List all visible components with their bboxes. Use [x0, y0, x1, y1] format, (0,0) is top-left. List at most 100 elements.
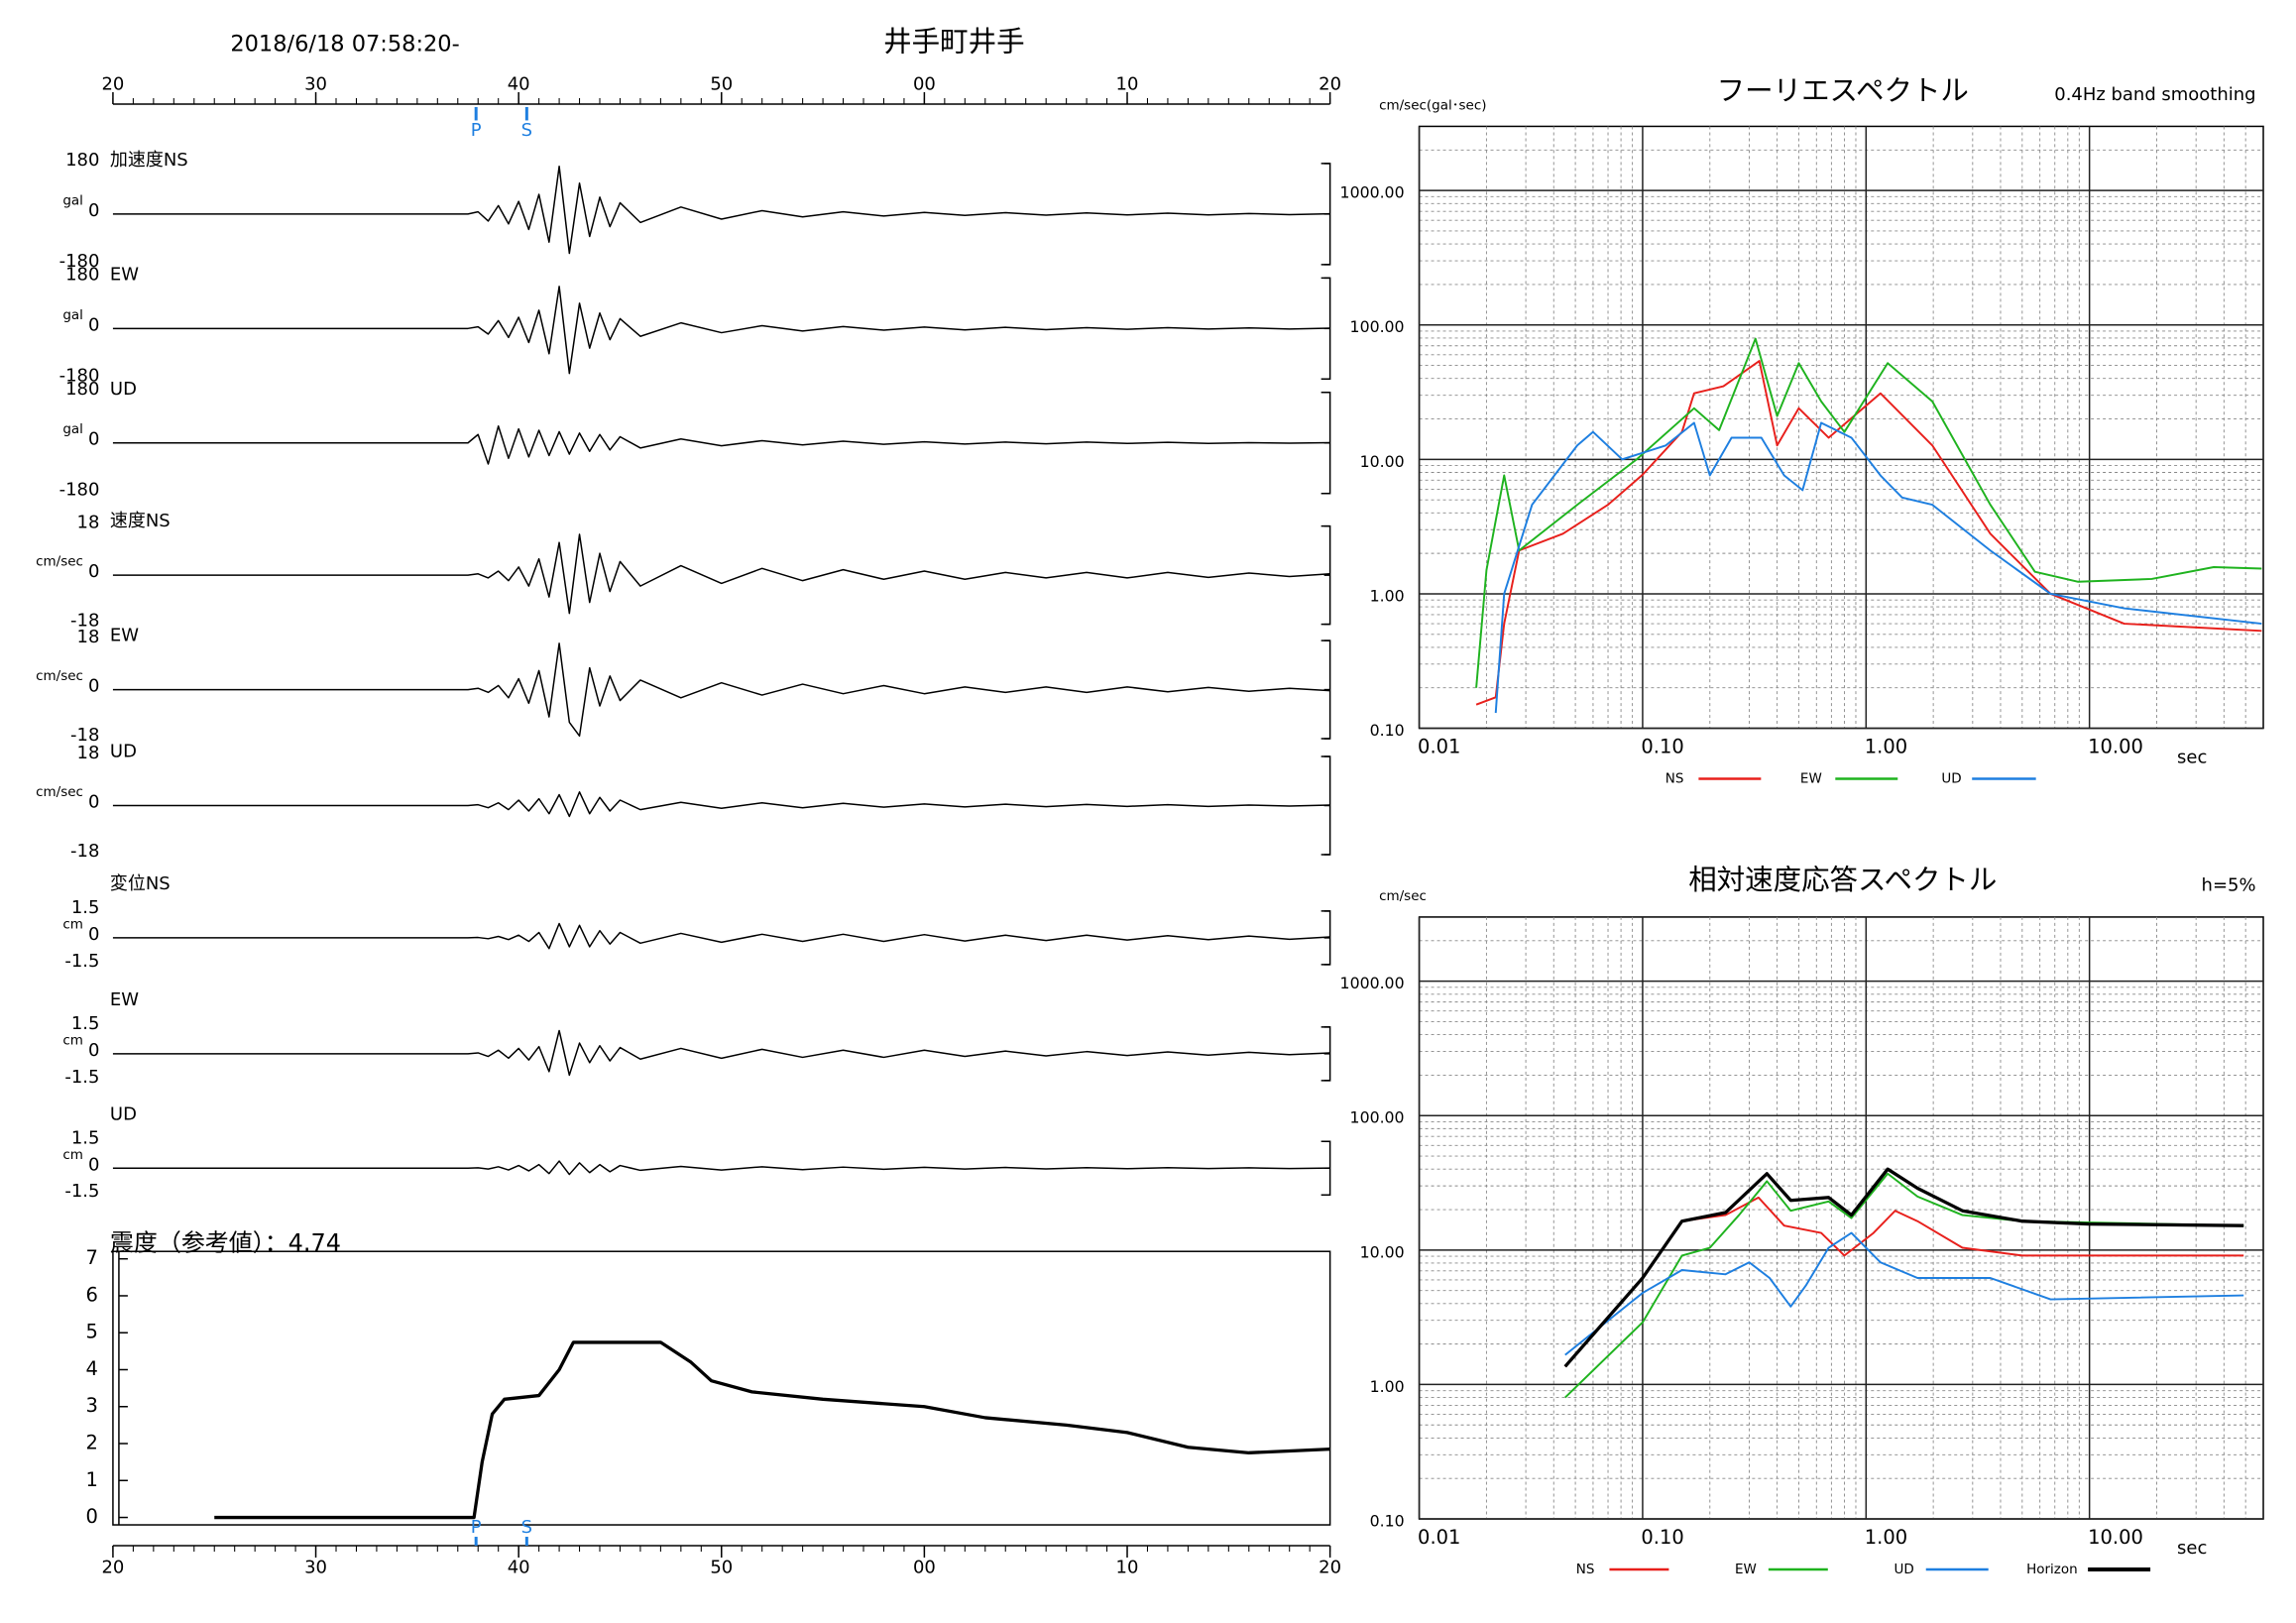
spectrum-line	[1494, 421, 2262, 714]
unit-label: gal	[62, 421, 83, 437]
y-tick-label: 0	[88, 1154, 99, 1175]
y-tick-label: 0.10	[1370, 721, 1405, 740]
y-tick-label: 0.10	[1370, 1512, 1405, 1531]
y-tick-label: 100.00	[1350, 317, 1405, 336]
x-tick-label: 0.01	[1418, 736, 1460, 758]
plot-frame	[112, 1250, 1331, 1526]
legend-label: UD	[1894, 1562, 1913, 1577]
x-tick-label: 30	[304, 1558, 327, 1578]
x-tick-label: 50	[710, 73, 733, 94]
y-tick-label: 1000.00	[1340, 183, 1405, 202]
y-tick-label: 0	[88, 429, 99, 450]
unit-label: cm	[62, 1147, 83, 1163]
waveform-trace	[112, 642, 1330, 738]
y-tick-label: 0	[88, 792, 99, 813]
station-name: 井手町井手	[883, 26, 1024, 58]
trace-name: EW	[110, 626, 139, 646]
y-tick-label: -1.5	[64, 1181, 99, 1202]
y-tick-label: 1.00	[1370, 1377, 1405, 1396]
x-tick-label: 20	[101, 1558, 124, 1578]
y-tick-label: -18	[70, 611, 99, 632]
y-tick-label: 5	[86, 1321, 98, 1343]
spectrum-line	[1564, 1231, 2244, 1356]
y-tick-label: -180	[59, 251, 100, 272]
x-tick-label: 0.10	[1641, 736, 1683, 758]
trace-name: 変位NS	[110, 873, 171, 894]
waveform-trace	[112, 286, 1330, 375]
x-tick-label: 10.00	[2088, 736, 2143, 758]
x-tick-label: 50	[710, 1558, 733, 1578]
waveform-trace	[112, 922, 1330, 950]
waveform-trace	[112, 1160, 1330, 1176]
y-tick-label: -180	[59, 365, 100, 386]
trace-name: EW	[110, 264, 139, 285]
x-tick-label: 20	[101, 73, 124, 94]
legend-label: NS	[1576, 1562, 1595, 1577]
y-tick-label: -18	[70, 725, 99, 746]
x-tick-label: 10	[1116, 1558, 1139, 1578]
y-tick-label: 180	[65, 264, 99, 285]
x-tick-label: 20	[1319, 73, 1341, 94]
unit-label: gal	[62, 307, 83, 323]
legend-label: UD	[1941, 771, 1961, 787]
y-tick-label: 18	[77, 513, 100, 533]
x-tick-label: 10	[1116, 73, 1139, 94]
y-tick-label: 1.00	[1370, 586, 1405, 605]
y-tick-label: 7	[86, 1246, 98, 1269]
y-tick-label: -180	[59, 480, 100, 501]
y-tick-label: 1.5	[71, 1013, 100, 1034]
phase-label: P	[471, 1517, 482, 1538]
legend-label: EW	[1735, 1562, 1757, 1577]
x-axis-label: sec	[2177, 748, 2207, 768]
spectrum-line	[1563, 1167, 2244, 1368]
trace-name: UD	[110, 379, 137, 400]
x-tick-label: 1.00	[1865, 736, 1907, 758]
y-tick-label: 100.00	[1350, 1108, 1405, 1127]
y-tick-label: 0	[88, 676, 99, 697]
y-tick-label: 1000.00	[1340, 974, 1405, 992]
x-tick-label: 40	[508, 1558, 530, 1578]
trace-name: EW	[110, 989, 139, 1010]
phase-label: S	[521, 1517, 532, 1538]
chart-title: フーリエスペクトル	[1717, 74, 1969, 107]
waveform-trace	[112, 1029, 1330, 1077]
chart-subtitle: 0.4Hz band smoothing	[2054, 84, 2255, 105]
spectrum-line	[1564, 1172, 2244, 1399]
x-tick-label: 20	[1319, 1558, 1341, 1578]
y-tick-label: 10.00	[1360, 452, 1405, 471]
y-tick-label: 18	[77, 627, 100, 647]
trace-name: 加速度NS	[110, 150, 188, 171]
x-tick-label: 00	[913, 1558, 936, 1578]
y-tick-label: 0	[88, 924, 99, 945]
trace-name: UD	[110, 742, 137, 762]
y-tick-label: 0	[88, 314, 99, 335]
waveform-trace	[112, 425, 1330, 465]
y-tick-label: 18	[77, 743, 100, 763]
x-tick-label: 10.00	[2088, 1526, 2143, 1549]
waveform-trace	[112, 791, 1330, 818]
x-tick-label: 30	[304, 73, 327, 94]
y-tick-label: -1.5	[64, 1067, 99, 1088]
unit-label: cm	[62, 916, 83, 932]
waveform-trace	[112, 533, 1330, 615]
unit-label: cm/sec	[36, 784, 83, 800]
y-axis-label: cm/sec	[1379, 888, 1427, 904]
chart-title: 相対速度応答スペクトル	[1688, 864, 1997, 896]
unit-label: cm/sec	[36, 668, 83, 684]
y-tick-label: 0	[88, 1040, 99, 1061]
x-tick-label: 0.01	[1418, 1526, 1460, 1549]
x-tick-label: 1.00	[1865, 1526, 1907, 1549]
legend-label: NS	[1665, 771, 1684, 787]
y-tick-label: 0	[86, 1505, 98, 1528]
phase-label: S	[521, 120, 532, 141]
legend-label: Horizon	[2026, 1562, 2078, 1577]
y-tick-label: 2	[86, 1432, 98, 1454]
y-axis-label: cm/sec(gal･sec)	[1379, 97, 1486, 113]
waveform-trace	[112, 166, 1330, 255]
y-tick-label: 180	[65, 379, 99, 400]
y-tick-label: 0	[88, 200, 99, 221]
trace-name: 速度NS	[110, 511, 171, 531]
y-tick-label: 1.5	[71, 897, 100, 918]
spectrum-line	[1475, 337, 2262, 688]
